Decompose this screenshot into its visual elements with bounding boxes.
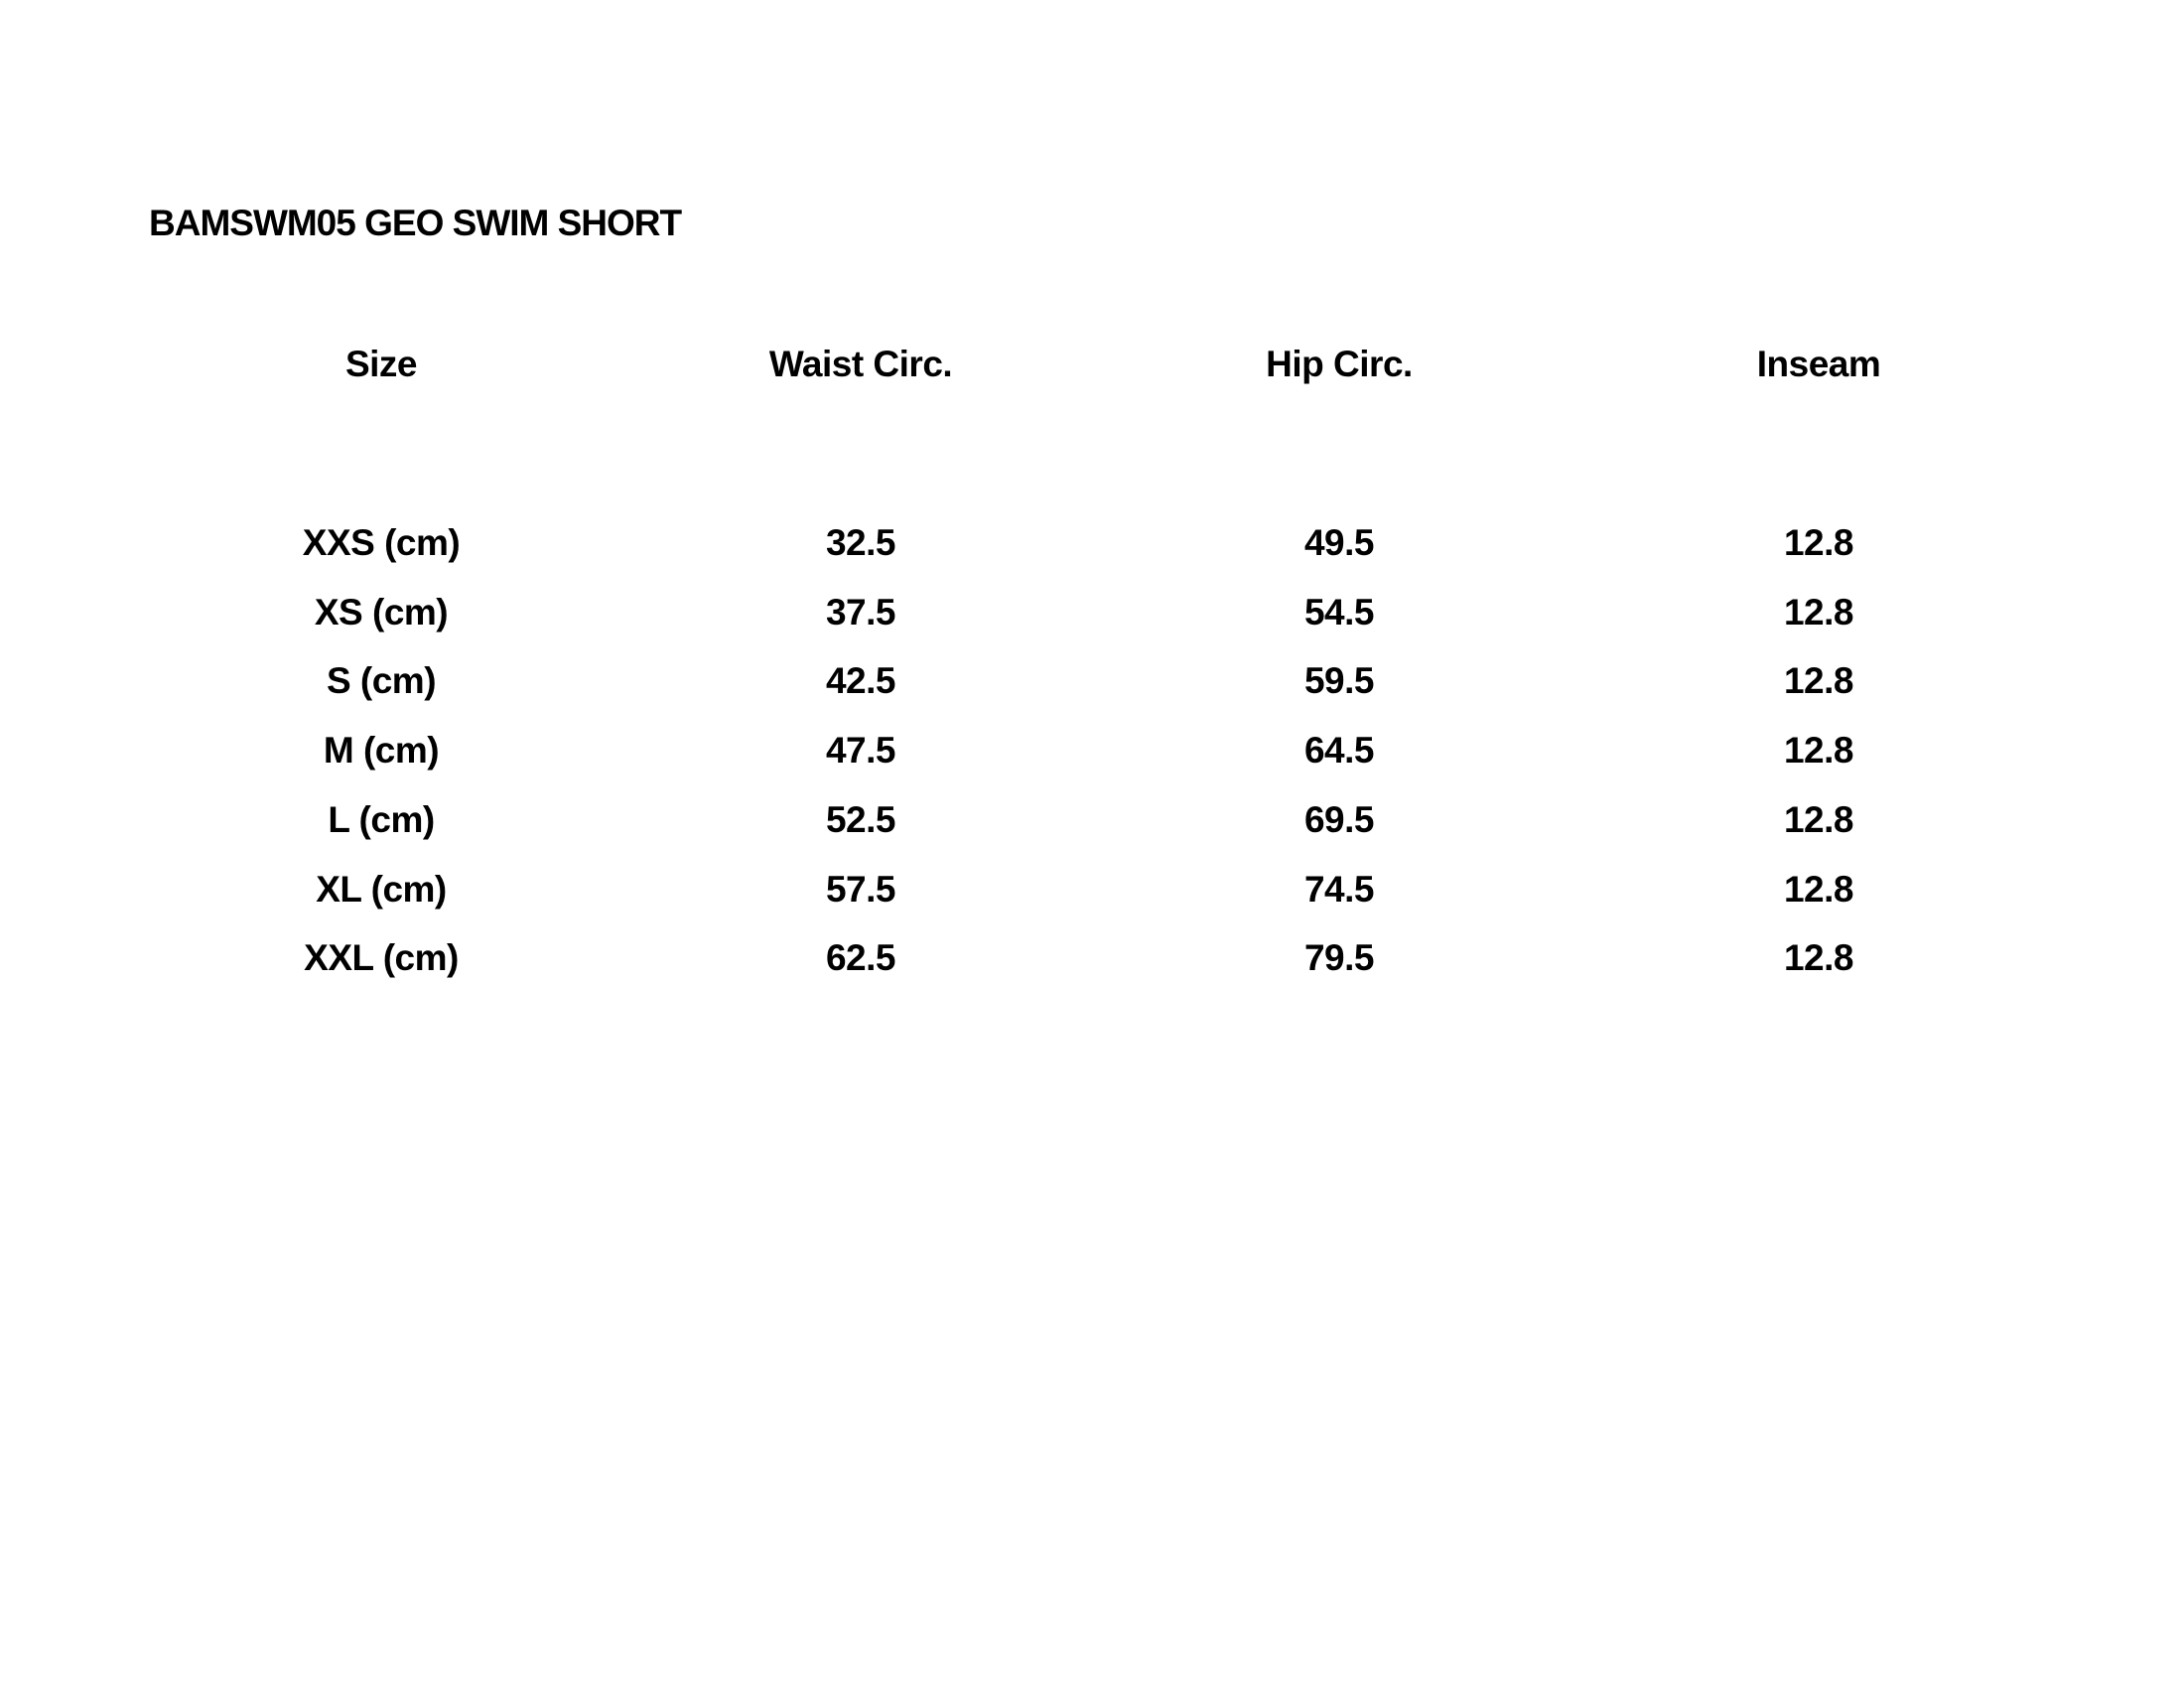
cell-waist: 52.5 bbox=[825, 798, 896, 840]
header-size: Size bbox=[344, 344, 418, 384]
cell-size: M (cm) bbox=[323, 730, 440, 772]
cell-size: XS (cm) bbox=[314, 591, 449, 633]
cell-inseam: 12.8 bbox=[1783, 937, 1854, 979]
cell-hip: 74.5 bbox=[1303, 868, 1375, 910]
cell-size: S (cm) bbox=[326, 660, 437, 702]
header-inseam: Inseam bbox=[1756, 344, 1881, 384]
cell-waist: 37.5 bbox=[825, 591, 896, 633]
cell-size: L (cm) bbox=[328, 798, 435, 840]
cell-hip: 64.5 bbox=[1303, 730, 1375, 772]
header-hip: Hip Circ. bbox=[1266, 344, 1413, 384]
cell-waist: 57.5 bbox=[825, 868, 896, 910]
cell-hip: 69.5 bbox=[1303, 798, 1375, 840]
cell-inseam: 12.8 bbox=[1783, 868, 1854, 910]
cell-inseam: 12.8 bbox=[1783, 522, 1854, 563]
cell-size: XL (cm) bbox=[316, 868, 447, 910]
cell-hip: 54.5 bbox=[1303, 591, 1375, 633]
cell-inseam: 12.8 bbox=[1783, 798, 1854, 840]
cell-waist: 42.5 bbox=[825, 660, 896, 702]
document-title: BAMSWM05 GEO SWIM SHORT bbox=[149, 203, 682, 243]
cell-inseam: 12.8 bbox=[1783, 660, 1854, 702]
cell-waist: 32.5 bbox=[825, 522, 896, 563]
cell-size: XXL (cm) bbox=[304, 937, 459, 979]
cell-waist: 47.5 bbox=[825, 730, 896, 772]
cell-waist: 62.5 bbox=[825, 937, 896, 979]
cell-hip: 59.5 bbox=[1303, 660, 1375, 702]
cell-hip: 49.5 bbox=[1303, 522, 1375, 563]
header-waist: Waist Circ. bbox=[768, 344, 953, 384]
cell-hip: 79.5 bbox=[1303, 937, 1375, 979]
cell-size: XXS (cm) bbox=[302, 522, 461, 563]
cell-inseam: 12.8 bbox=[1783, 730, 1854, 772]
cell-inseam: 12.8 bbox=[1783, 591, 1854, 633]
